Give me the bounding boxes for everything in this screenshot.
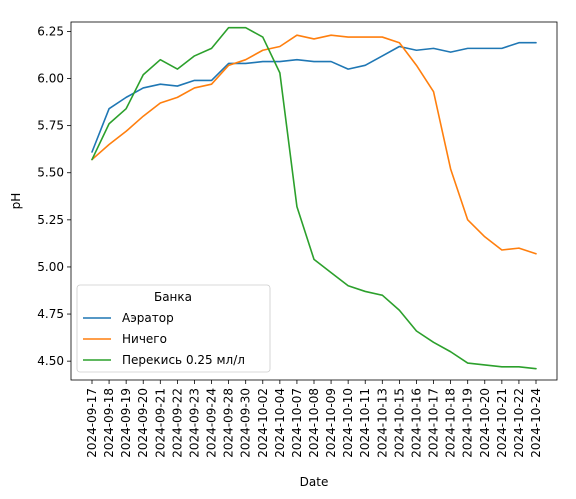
x-tick-label: 2024-09-17 (85, 388, 99, 458)
legend-label-1: Аэратор (122, 311, 174, 325)
x-tick-label: 2024-09-24 (205, 388, 219, 458)
x-tick-label: 2024-10-10 (341, 388, 355, 458)
series-line-1 (91, 41, 537, 153)
legend-title: Банка (154, 290, 192, 304)
y-tick-label: 4.75 (37, 307, 64, 321)
y-tick-label: 6.00 (37, 72, 64, 86)
x-tick-label: 2024-09-19 (119, 388, 133, 458)
x-tick-label: 2024-10-02 (256, 388, 270, 458)
x-tick-label: 2024-10-04 (273, 388, 287, 458)
x-tick-label: 2024-10-16 (409, 388, 423, 458)
x-tick-label: 2024-10-19 (461, 388, 475, 458)
x-tick-label: 2024-10-21 (495, 388, 509, 458)
legend-label-2: Ничего (122, 332, 167, 346)
x-tick-label: 2024-09-23 (187, 388, 201, 458)
x-tick-label: 2024-10-11 (358, 388, 372, 458)
x-tick-label: 2024-10-24 (529, 388, 543, 458)
legend: Банка Аэратор Ничего Перекись 0.25 мл/л (76, 284, 271, 373)
x-tick-label: 2024-09-18 (102, 388, 116, 458)
legend-box (76, 284, 271, 373)
x-tick-label: 2024-10-22 (512, 388, 526, 458)
y-tick-label: 5.00 (37, 260, 64, 274)
y-axis-ticks: 4.50 4.75 5.00 5.25 5.50 5.75 6.00 6.25 (37, 24, 71, 368)
y-tick-label: 5.50 (37, 166, 64, 180)
x-axis-label: Date (300, 475, 329, 489)
x-axis-ticks: 2024-09-17 2024-09-18 2024-09-19 2024-09-20… (85, 380, 543, 458)
legend-entries: Аэратор Ничего Перекись 0.25 мл/л (83, 311, 245, 367)
x-tick-label: 2024-09-20 (136, 388, 150, 458)
x-tick-label: 2024-10-09 (324, 388, 338, 458)
x-tick-label: 2024-10-07 (290, 388, 304, 458)
legend-label-3: Перекись 0.25 мл/л (122, 353, 245, 367)
x-tick-label: 2024-09-22 (170, 388, 184, 458)
y-tick-label: 6.25 (37, 24, 64, 38)
x-tick-label: 2024-10-13 (375, 388, 389, 458)
x-tick-label: 2024-10-17 (427, 388, 441, 458)
x-tick-label: 2024-09-30 (239, 388, 253, 458)
x-tick-label: 2024-09-21 (153, 388, 167, 458)
series-line-2 (91, 34, 537, 255)
y-tick-label: 5.25 (37, 213, 64, 227)
y-tick-label: 4.50 (37, 354, 64, 368)
x-tick-label: 2024-10-08 (307, 388, 321, 458)
series-layer (91, 26, 537, 370)
series-line-3 (91, 26, 537, 370)
x-tick-label: 2024-10-20 (478, 388, 492, 458)
y-tick-label: 5.75 (37, 119, 64, 133)
x-tick-label: 2024-10-15 (392, 388, 406, 458)
y-axis-label: pH (9, 193, 23, 210)
x-tick-label: 2024-10-18 (444, 388, 458, 458)
x-tick-label: 2024-09-28 (222, 388, 236, 458)
